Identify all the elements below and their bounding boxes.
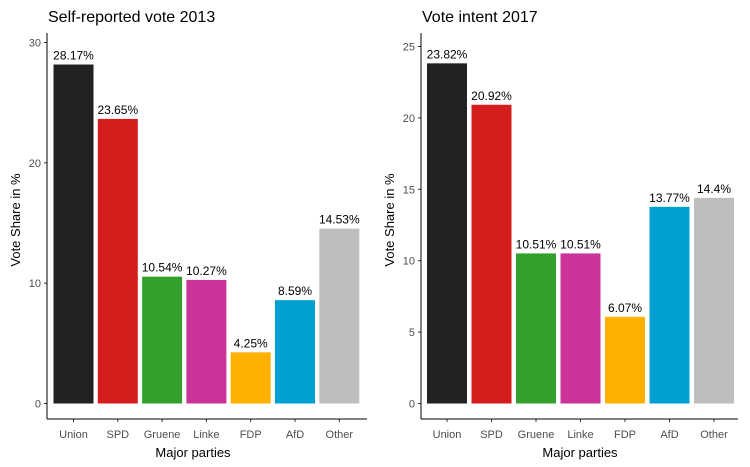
bar-union: [427, 63, 467, 404]
data-label: 10.51%: [560, 237, 601, 251]
x-tick-label: AfD: [660, 429, 678, 441]
x-tick-label: Gruene: [144, 429, 181, 441]
data-label: 6.07%: [608, 301, 642, 315]
bar-afd: [649, 206, 690, 404]
x-tick-group: Union SPD Gruene Linke FDP AfD Other: [59, 419, 353, 441]
bar-union: [53, 64, 94, 404]
y-tick-label: 20: [29, 158, 41, 170]
bar-gruene: [142, 276, 183, 404]
bar-other: [694, 197, 734, 404]
y-tick-group: 0 5 10 15 20 25: [403, 42, 421, 411]
data-label-group: 28.17% 23.65% 10.54% 10.27% 4.25% 8.59% 14.53%: [53, 49, 360, 351]
bar-fdp: [230, 352, 271, 404]
chart-panel-2017: Vote intent 2017 Vote Share in % Major p…: [382, 9, 738, 460]
chart-title: Self-reported vote 2013: [48, 9, 215, 26]
data-label: 10.54%: [142, 261, 183, 275]
x-tick-label: Union: [433, 429, 462, 441]
bar-other: [319, 228, 360, 404]
x-tick-label: FDP: [240, 429, 262, 441]
x-tick-label: Union: [59, 429, 88, 441]
data-label: 14.53%: [319, 213, 360, 227]
data-label: 13.77%: [649, 191, 690, 205]
data-label: 8.59%: [278, 284, 312, 298]
y-axis-label: Vote Share in %: [8, 173, 23, 267]
bar-spd: [97, 118, 138, 404]
data-label: 10.51%: [516, 237, 557, 251]
x-tick-label: FDP: [614, 429, 636, 441]
bar-gruene: [516, 253, 556, 404]
x-tick-group: Union SPD Gruene Linke FDP AfD Other: [433, 419, 728, 441]
data-label: 10.27%: [186, 264, 227, 278]
y-tick-label: 20: [403, 113, 415, 125]
x-tick-label: Gruene: [518, 429, 555, 441]
chart-panel-2013: Self-reported vote 2013 Vote Share in % …: [8, 9, 367, 460]
x-tick-label: AfD: [286, 429, 304, 441]
bar-spd: [471, 104, 512, 404]
data-label: 20.92%: [471, 89, 512, 103]
y-tick-label: 10: [29, 278, 41, 290]
x-tick-label: Linke: [193, 429, 219, 441]
data-label-group: 23.82% 20.92% 10.51% 10.51% 6.07% 13.77% 14.4%: [427, 47, 732, 314]
y-tick-label: 25: [403, 42, 415, 54]
x-tick-label: SPD: [480, 429, 503, 441]
y-tick-label: 5: [409, 327, 415, 339]
bar-group: [427, 63, 734, 404]
y-axis-label: Vote Share in %: [382, 173, 397, 267]
x-tick-label: Other: [700, 429, 728, 441]
x-tick-label: Linke: [567, 429, 593, 441]
y-tick-label: 30: [29, 38, 41, 50]
y-tick-label: 15: [403, 184, 415, 196]
data-label: 23.65%: [97, 103, 138, 117]
bar-fdp: [605, 316, 645, 404]
bar-afd: [275, 300, 315, 404]
y-tick-group: 0 10 20 30: [29, 38, 47, 411]
axis-lines: [420, 33, 738, 420]
x-tick-label: Other: [326, 429, 354, 441]
axis-lines: [46, 33, 367, 420]
y-tick-label: 0: [409, 399, 415, 411]
chart-title: Vote intent 2017: [422, 9, 538, 26]
bar-linke: [186, 279, 227, 404]
data-label: 14.4%: [697, 182, 731, 196]
x-tick-label: SPD: [106, 429, 129, 441]
x-axis-label: Major parties: [155, 445, 231, 460]
x-axis-label: Major parties: [542, 445, 618, 460]
y-tick-label: 0: [35, 399, 41, 411]
data-label: 4.25%: [234, 336, 268, 350]
data-label: 28.17%: [53, 49, 94, 63]
bar-linke: [560, 253, 601, 404]
data-label: 23.82%: [427, 47, 468, 61]
y-tick-label: 10: [403, 256, 415, 268]
bar-group: [53, 64, 360, 404]
